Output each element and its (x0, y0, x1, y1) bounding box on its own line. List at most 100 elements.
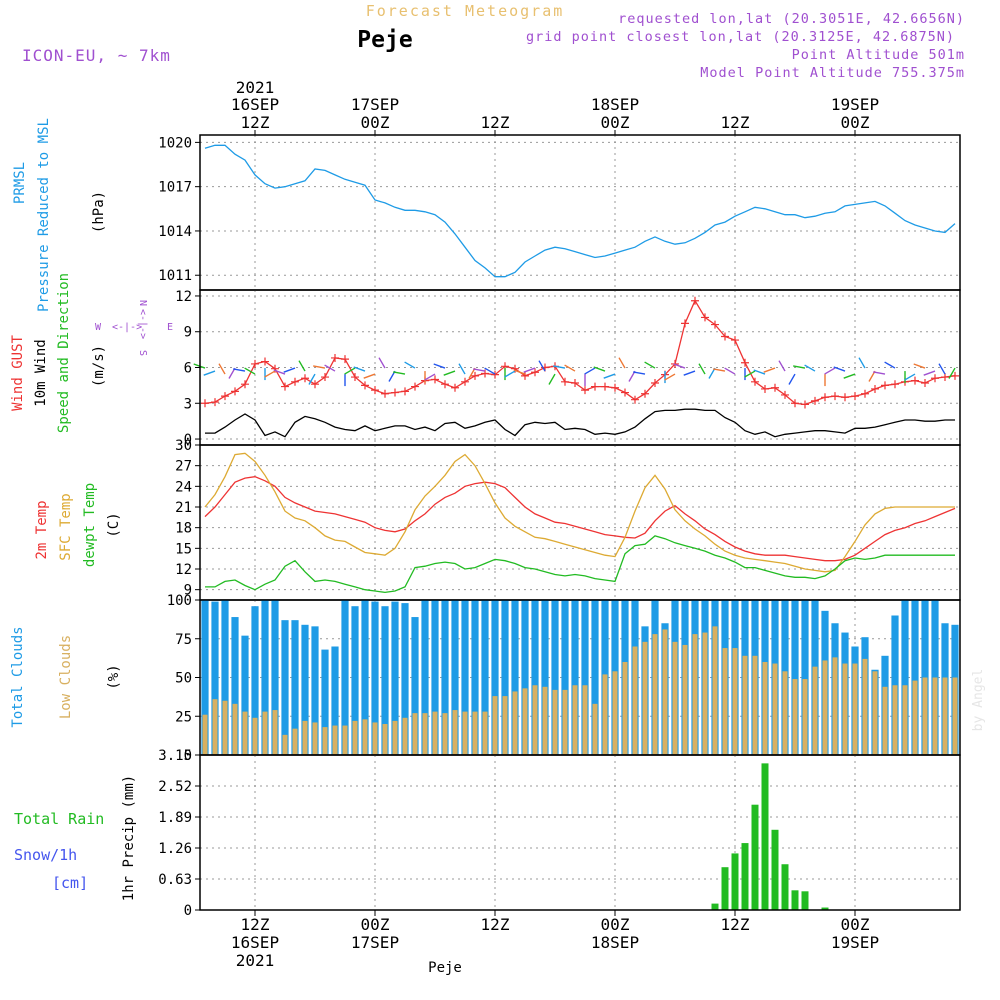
low-clouds-bar (482, 711, 488, 755)
y-tick-label: 75 (175, 632, 192, 648)
low-clouds-bar (942, 677, 948, 755)
gust-marker (931, 374, 939, 383)
precip-unit: 1hr Precip (mm) (121, 775, 137, 901)
t2m-label: 2m Temp (34, 500, 50, 559)
top-tick-label: 00Z (841, 113, 870, 132)
low-clouds-bar (562, 689, 568, 755)
gust-marker (841, 393, 849, 402)
total-clouds-bar (351, 606, 359, 755)
wind-dir-label: Speed and Direction (56, 273, 72, 433)
gust-marker (701, 313, 709, 322)
low-clouds-bar (372, 722, 378, 755)
model-altitude: Model Point Altitude 755.375m (700, 65, 965, 81)
gust-marker (331, 353, 339, 362)
low-clouds-bar (832, 657, 838, 755)
gust-marker (281, 382, 289, 391)
wind-direction-arrow (763, 367, 776, 373)
gust-marker (411, 382, 419, 391)
gust-marker (651, 379, 659, 387)
panel-frame (199, 754, 961, 911)
y-tick-label: 25 (175, 709, 192, 725)
total-clouds-bar (501, 600, 509, 755)
y-tick-label: 21 (175, 500, 192, 516)
low-clouds-bar (912, 680, 918, 755)
wind-direction-arrow (884, 361, 896, 369)
tsfc-line (204, 452, 955, 573)
dewpt-label: dewpt Temp (82, 483, 98, 567)
wind-direction-arrow (363, 373, 376, 379)
compass-west: W (95, 322, 102, 333)
gust-marker (801, 400, 809, 409)
wind-direction-arrow (698, 363, 706, 375)
wind-panel: 0 3 6 9 12 (175, 289, 961, 448)
rain-bar (741, 843, 749, 910)
product-title: Forecast Meteogram (366, 2, 565, 20)
low-clouds-bar (272, 710, 278, 755)
low-clouds-bar (222, 700, 228, 755)
total-clouds-bar (791, 600, 799, 755)
total-clouds-bar (451, 600, 459, 755)
wind-direction-arrow (523, 367, 536, 373)
gust-marker (911, 376, 919, 385)
compass-north: N (137, 300, 148, 306)
low-clouds-bar (882, 686, 888, 755)
low-clouds-bar (492, 696, 498, 755)
wind-direction-arrow (904, 373, 916, 381)
total-clouds-bar (531, 600, 539, 755)
t2m-line (204, 476, 956, 562)
gust-marker (441, 380, 449, 389)
gust-marker (581, 386, 589, 395)
requested-coords: requested lon,lat (20.3051E, 42.6656N) (618, 11, 965, 27)
wind-direction-arrow (633, 371, 646, 375)
total-clouds-bar (551, 600, 559, 755)
pressure-label-long: Pressure Reduced to MSL (36, 118, 52, 312)
top-tick-label: 16SEP (231, 95, 279, 114)
wind-direction-arrow (843, 373, 856, 379)
gust-marker (751, 377, 759, 386)
total-clouds-bar (421, 600, 429, 755)
low-clouds-bar (422, 713, 428, 755)
y-tick-label: 18 (175, 521, 192, 537)
low-clouds-bar (382, 724, 388, 755)
low-clouds-bar (782, 671, 788, 755)
y-tick-label: 12 (175, 562, 192, 578)
y-tick-label: 1020 (158, 135, 192, 151)
gust-marker (921, 379, 929, 387)
gust-marker (461, 377, 469, 386)
low-clouds-bar (442, 713, 448, 755)
wind-direction-arrow (593, 366, 606, 372)
gust-marker (691, 296, 699, 305)
low-clouds-bar (302, 720, 308, 755)
gust-marker (681, 319, 689, 328)
pressure-panel: 1011 1014 1017 1020 (158, 134, 961, 291)
rain-bar (781, 864, 789, 910)
bottom-tick-label: 16SEP (231, 933, 279, 952)
precip-panel: 0 0.63 1.26 1.89 2.52 3.15 (158, 748, 961, 919)
gust-marker (611, 383, 619, 392)
low-clouds-bar (362, 719, 368, 755)
bottom-tick-label: 2021 (236, 951, 275, 970)
tsfc-label: SFC Temp (58, 493, 74, 560)
wind-direction-arrow (788, 373, 796, 385)
low-clouds-bar (452, 710, 458, 755)
low-clouds-bar (862, 658, 868, 755)
wind-direction-arrow (218, 363, 226, 375)
gust-marker (211, 398, 219, 407)
gust-marker (871, 384, 879, 393)
low-clouds-bar (312, 722, 318, 755)
total-clouds-bar (591, 600, 599, 755)
low-clouds-bar (292, 728, 298, 755)
low-clouds-bar (242, 711, 248, 755)
total-clouds-bar (411, 617, 419, 755)
bottom-tick-label: 12Z (241, 915, 270, 934)
low-clouds-bar (742, 655, 748, 755)
bottom-tick-label: 00Z (361, 915, 390, 934)
total-clouds-bar (311, 626, 319, 755)
gust-label: Wind GUST (10, 335, 26, 411)
gust-marker (431, 375, 439, 384)
low-clouds-bar (572, 685, 578, 755)
bottom-tick-label: 00Z (601, 915, 630, 934)
rain-bar (761, 763, 769, 910)
snow-unit: [cm] (52, 874, 88, 892)
